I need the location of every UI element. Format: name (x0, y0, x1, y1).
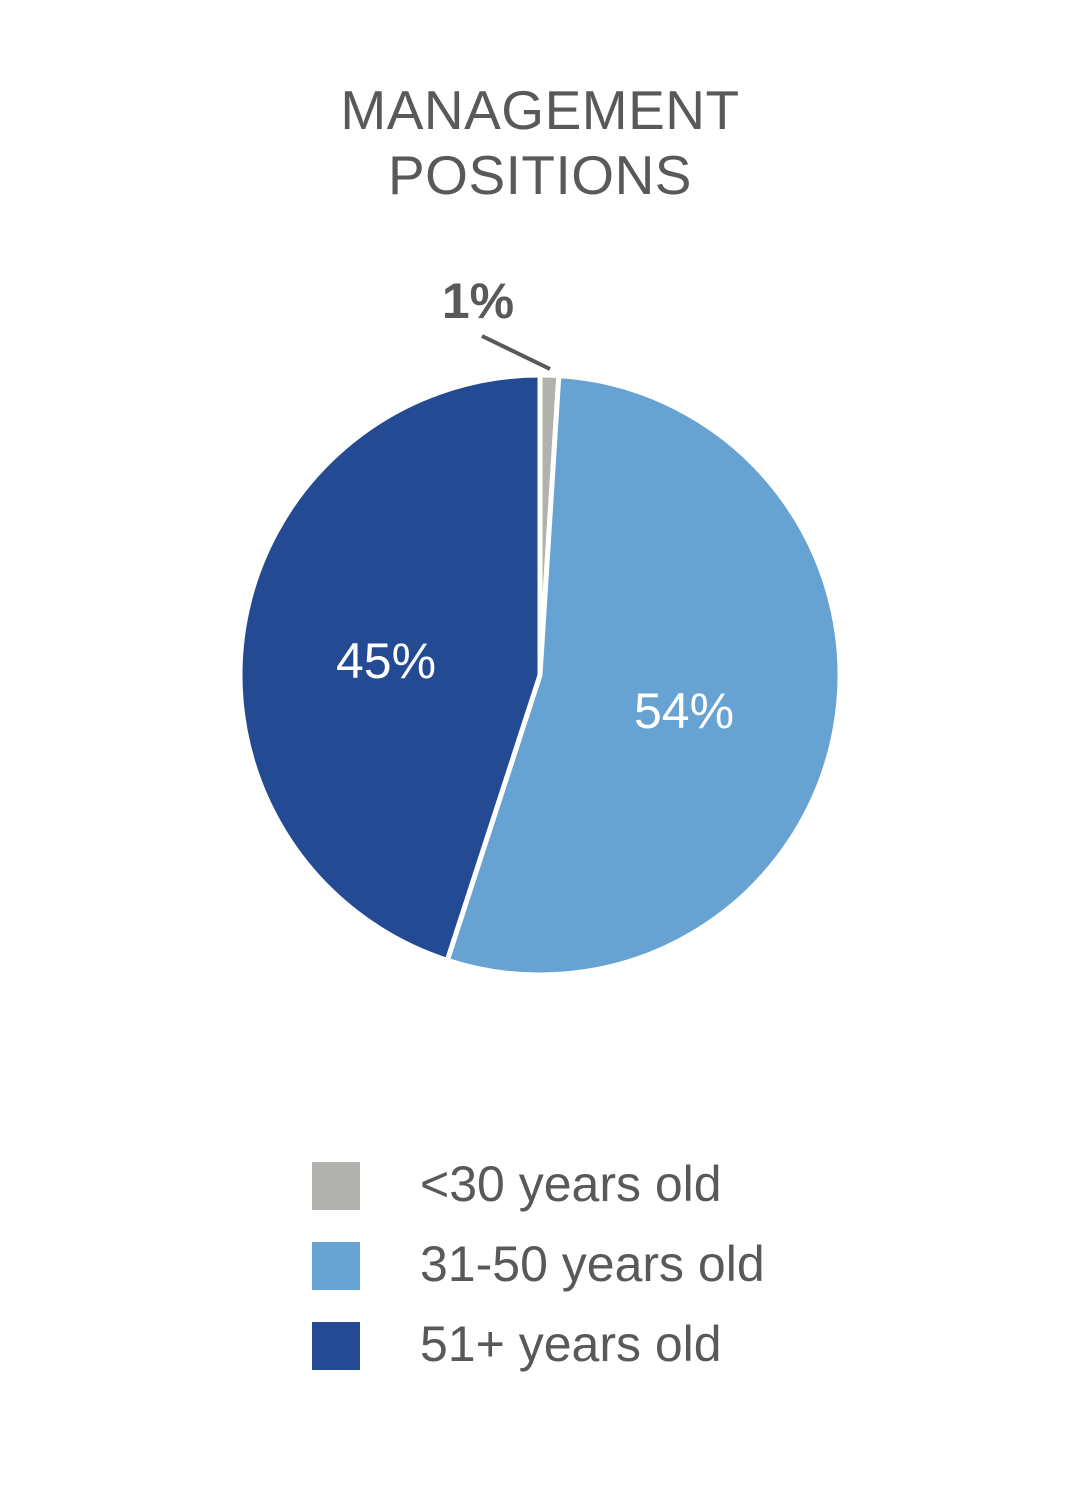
chart-title: MANAGEMENT POSITIONS (0, 78, 1080, 208)
slice-label-31-50: 54% (634, 683, 734, 739)
legend-label-51-plus: 51+ years old (420, 1316, 722, 1372)
legend-swatch-51-plus (312, 1322, 360, 1370)
pie-chart: 1% 54% 45% (237, 273, 843, 978)
slice-31-50 (444, 372, 843, 978)
slice-label-51-plus: 45% (336, 633, 436, 689)
legend-label-under-30: <30 years old (420, 1156, 722, 1212)
slice-51-plus (237, 372, 543, 964)
slice-label-under-30: 1% (442, 273, 514, 329)
chart-title-line-2: POSITIONS (388, 144, 692, 206)
pie-slices (237, 372, 843, 978)
legend-swatch-31-50 (312, 1242, 360, 1290)
legend-swatch-under-30 (312, 1162, 360, 1210)
chart-title-line-1: MANAGEMENT (340, 79, 740, 141)
leader-line-under-30 (481, 334, 551, 371)
legend-label-31-50: 31-50 years old (420, 1236, 765, 1292)
pie-labels: 1% 54% 45% (336, 273, 734, 739)
